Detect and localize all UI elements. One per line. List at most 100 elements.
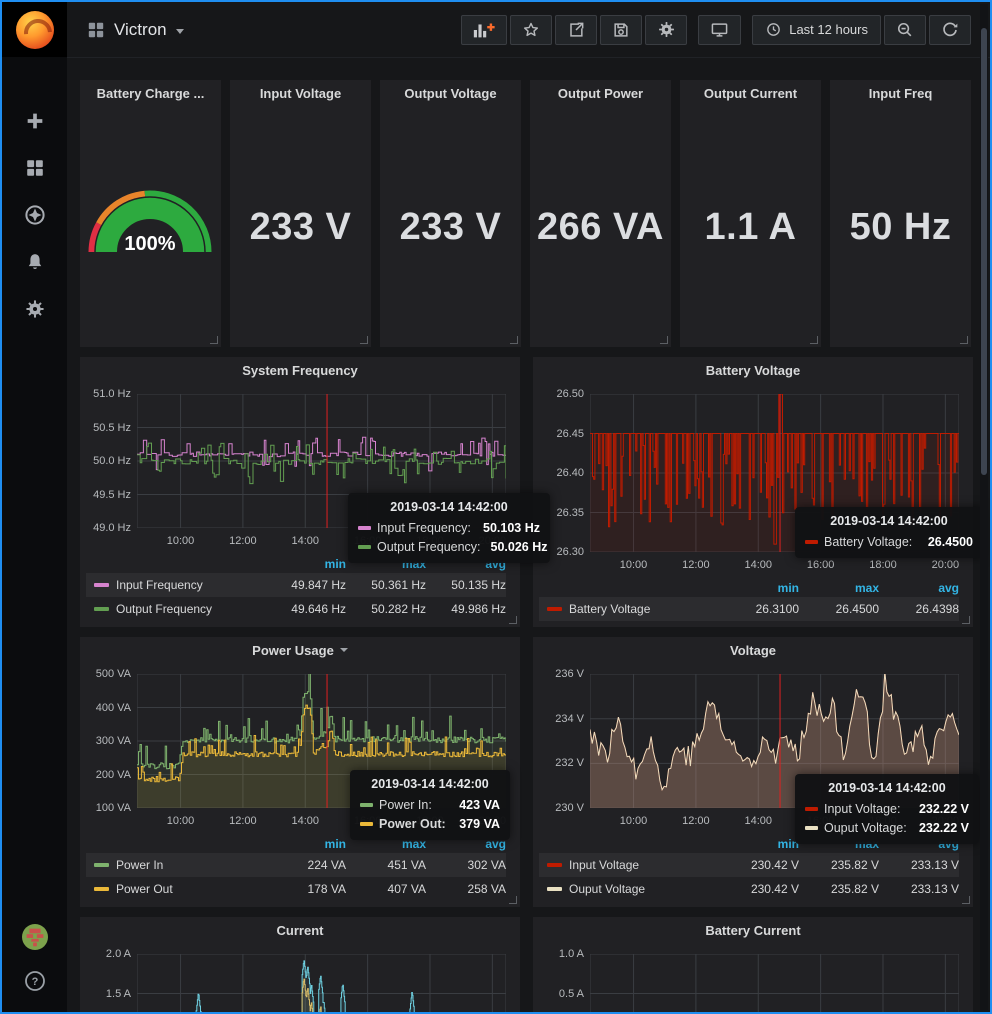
chart-plot[interactable] bbox=[590, 954, 959, 1012]
zoom-out-button[interactable] bbox=[884, 14, 926, 45]
resize-handle[interactable] bbox=[810, 336, 818, 344]
legend-max-value: 235.82 V bbox=[830, 882, 879, 896]
legend-header-max[interactable]: max bbox=[401, 557, 426, 571]
resize-handle[interactable] bbox=[962, 896, 970, 904]
legend-row: Power Out 178 VA 407 VA 258 VA bbox=[86, 877, 506, 901]
legend-header-avg[interactable]: avg bbox=[938, 837, 959, 851]
legend-header-max[interactable]: max bbox=[854, 581, 879, 595]
y-tick-label: 49.0 Hz bbox=[93, 522, 131, 534]
legend-header-min[interactable]: min bbox=[777, 837, 799, 851]
series-dash bbox=[547, 887, 562, 891]
star-button[interactable] bbox=[510, 14, 553, 45]
panel-title[interactable]: Input Voltage bbox=[259, 85, 342, 101]
legend-min-value: 49.646 Hz bbox=[291, 602, 346, 616]
save-icon bbox=[614, 22, 628, 37]
panel-input-freq-stat: Input Freq 50 Hz bbox=[830, 80, 971, 347]
legend-max-value: 451 VA bbox=[387, 858, 426, 872]
legend-header: min max avg bbox=[539, 579, 959, 597]
resize-handle[interactable] bbox=[360, 336, 368, 344]
legend-min-value: 26.3100 bbox=[755, 602, 799, 616]
resize-handle[interactable] bbox=[660, 336, 668, 344]
panel-title[interactable]: Output Voltage bbox=[404, 85, 497, 101]
panel-battery-current: Battery Current 1.0 A0.5 A 10:0012:0014:… bbox=[533, 917, 973, 1012]
x-axis-ticks: 10:00 12:00 14:00 16:00 18:00 20:00 bbox=[137, 815, 506, 829]
scrollbar-thumb[interactable] bbox=[981, 28, 987, 475]
panel-title[interactable]: Current bbox=[276, 922, 324, 938]
legend-max-value: 407 VA bbox=[387, 882, 426, 896]
x-tick-label: 14:00 bbox=[744, 559, 773, 571]
legend-header-min[interactable]: min bbox=[777, 581, 799, 595]
stat-value: 266 VA bbox=[537, 206, 664, 248]
panel-output-power-stat: Output Power 266 VA bbox=[530, 80, 671, 347]
scrollbar-track[interactable] bbox=[980, 4, 988, 1010]
chart-plot[interactable] bbox=[137, 954, 506, 1012]
legend-header-min[interactable]: min bbox=[324, 837, 346, 851]
legend-max-value: 50.361 Hz bbox=[371, 578, 426, 592]
legend-header-max[interactable]: max bbox=[401, 837, 426, 851]
legend-header-max[interactable]: max bbox=[854, 837, 879, 851]
legend-min-value: 178 VA bbox=[307, 882, 346, 896]
legend-series-name[interactable]: Input Frequency bbox=[116, 578, 203, 592]
x-tick-label: 16:00 bbox=[353, 535, 382, 547]
panel-menu-caret[interactable] bbox=[339, 648, 348, 652]
dashboard-grid: Battery Charge ... 100% Input Voltage 23… bbox=[67, 57, 990, 1012]
user-avatar[interactable] bbox=[21, 924, 48, 950]
panel-title[interactable]: Battery Voltage bbox=[705, 362, 801, 378]
legend-min-value: 230.42 V bbox=[750, 858, 799, 872]
explore-compass-icon[interactable] bbox=[22, 202, 48, 228]
dashboard-settings-button[interactable] bbox=[645, 14, 688, 45]
legend-row: Ouput Voltage 230.42 V 235.82 V 233.13 V bbox=[539, 877, 959, 901]
clock-icon bbox=[767, 23, 781, 36]
panel-title[interactable]: Battery Current bbox=[705, 922, 801, 938]
add-icon[interactable] bbox=[22, 108, 48, 134]
chart-plot[interactable] bbox=[137, 394, 506, 528]
resize-handle[interactable] bbox=[509, 616, 517, 624]
add-panel-button[interactable] bbox=[461, 14, 508, 45]
legend-series-name[interactable]: Battery Voltage bbox=[569, 602, 651, 616]
resize-handle[interactable] bbox=[510, 336, 518, 344]
legend-series-name[interactable]: Power Out bbox=[116, 882, 173, 896]
refresh-button[interactable] bbox=[929, 14, 971, 45]
resize-handle[interactable] bbox=[509, 896, 517, 904]
legend-header-avg[interactable]: avg bbox=[938, 581, 959, 595]
save-button[interactable] bbox=[600, 14, 643, 45]
legend-series-name[interactable]: Input Voltage bbox=[569, 858, 640, 872]
resize-handle[interactable] bbox=[962, 616, 970, 624]
dashboards-icon[interactable] bbox=[22, 155, 48, 181]
panel-title[interactable]: Voltage bbox=[730, 642, 776, 658]
legend-header-min[interactable]: min bbox=[324, 557, 346, 571]
configuration-gear-icon[interactable] bbox=[22, 296, 48, 322]
resize-handle[interactable] bbox=[960, 336, 968, 344]
x-tick-label: 12:00 bbox=[682, 815, 710, 827]
panel-title[interactable]: System Frequency bbox=[242, 362, 358, 378]
time-range-picker[interactable]: Last 12 hours bbox=[752, 14, 881, 45]
resize-handle[interactable] bbox=[210, 336, 218, 344]
grafana-logo[interactable] bbox=[2, 2, 67, 57]
chart-plot[interactable] bbox=[590, 394, 959, 552]
legend-header-avg[interactable]: avg bbox=[485, 557, 506, 571]
panel-title[interactable]: Input Freq bbox=[868, 85, 933, 101]
legend-avg-value: 302 VA bbox=[467, 858, 506, 872]
panel-title[interactable]: Power Usage bbox=[80, 637, 520, 663]
legend-avg-value: 233.13 V bbox=[910, 882, 959, 896]
share-button[interactable] bbox=[555, 14, 598, 45]
panel-title[interactable]: Output Current bbox=[703, 85, 798, 101]
legend-header-avg[interactable]: avg bbox=[485, 837, 506, 851]
panel-title[interactable]: Output Power bbox=[557, 85, 644, 101]
chart-plot[interactable] bbox=[590, 674, 959, 808]
panel-title[interactable]: Battery Charge ... bbox=[96, 85, 205, 101]
alerting-bell-icon[interactable] bbox=[22, 249, 48, 275]
chart-plot[interactable] bbox=[137, 674, 506, 808]
panel-power-usage: Power Usage 500 VA 400 VA 300 VA 200 VA 100 … bbox=[80, 637, 520, 907]
legend-series-name[interactable]: Ouput Voltage bbox=[569, 882, 646, 896]
legend-series-name[interactable]: Output Frequency bbox=[116, 602, 213, 616]
series-dash bbox=[94, 863, 109, 867]
dashboard-title: Victron bbox=[114, 19, 167, 39]
toolbar: Last 12 hours bbox=[461, 14, 971, 45]
dashboard-picker[interactable]: Victron bbox=[87, 20, 184, 40]
legend-header: min max avg bbox=[86, 835, 506, 853]
help-icon[interactable]: ? bbox=[22, 968, 48, 994]
sidebar-nav bbox=[2, 108, 67, 322]
legend-series-name[interactable]: Power In bbox=[116, 858, 164, 872]
cycle-view-button[interactable] bbox=[698, 14, 742, 45]
